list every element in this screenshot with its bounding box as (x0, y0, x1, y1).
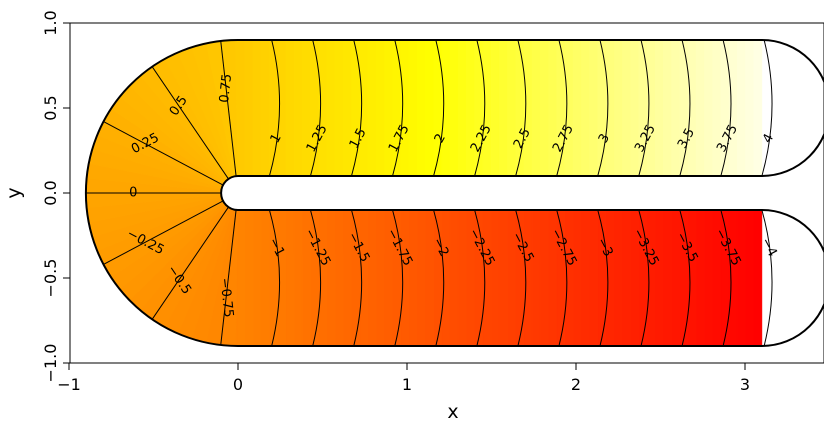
contour-line (351, 209, 363, 346)
contour-line (720, 40, 732, 177)
contour-line (433, 40, 445, 177)
contour-line (679, 209, 691, 346)
contour-label: −0.75 (216, 277, 235, 318)
fill-bands (85, 40, 763, 346)
contour-line (147, 206, 229, 327)
y-tick-label: −1.0 (41, 344, 60, 383)
contour-line (597, 40, 609, 177)
x-tick-label: 2 (571, 375, 581, 394)
y-axis-title: y (3, 187, 25, 198)
contour-line (638, 209, 650, 346)
contour-line (474, 40, 486, 177)
y-tick-label: −0.5 (41, 259, 60, 298)
contour-line (474, 209, 486, 346)
contour-lines (85, 40, 773, 346)
contour-label: 0 (129, 186, 137, 201)
contour-line (679, 40, 691, 177)
contour-line (433, 209, 445, 346)
contour-line (351, 40, 363, 177)
domain-outline (84, 39, 824, 347)
contour-line (95, 200, 224, 269)
y-axis: −1.0 −0.5 0.0 0.5 1.0 (41, 10, 71, 383)
contour-line (268, 40, 281, 177)
contour-label: 4 (760, 131, 777, 145)
contour-line (556, 40, 568, 177)
contour-line (515, 209, 527, 346)
contour-line (761, 209, 773, 346)
x-axis-title: x (447, 401, 458, 423)
contour-line (95, 117, 224, 186)
y-tick-label: 0.5 (41, 95, 60, 120)
contour-line (638, 40, 650, 177)
y-tick-label: 1.0 (41, 10, 60, 35)
contour-line (761, 40, 773, 177)
x-axis: −1 0 1 2 3 (57, 362, 750, 394)
contour-line (597, 209, 609, 346)
contour-line (309, 209, 322, 346)
contour-line (309, 40, 322, 177)
contour-label: 0.75 (217, 73, 235, 103)
contour-line (515, 40, 527, 177)
x-tick-label: 1 (402, 375, 412, 394)
contour-line (720, 209, 732, 346)
x-tick-label: 3 (740, 375, 750, 394)
contour-line (392, 209, 404, 346)
contour-line (392, 40, 404, 177)
x-tick-label: 0 (233, 375, 243, 394)
contour-line (219, 40, 237, 177)
x-tick-label: −1 (57, 375, 81, 394)
y-tick-label: 0.0 (41, 180, 60, 205)
contour-line (147, 59, 229, 180)
contour-line (219, 209, 237, 346)
contour-line (268, 209, 281, 346)
contour-line (556, 209, 568, 346)
color-fill (85, 40, 763, 346)
